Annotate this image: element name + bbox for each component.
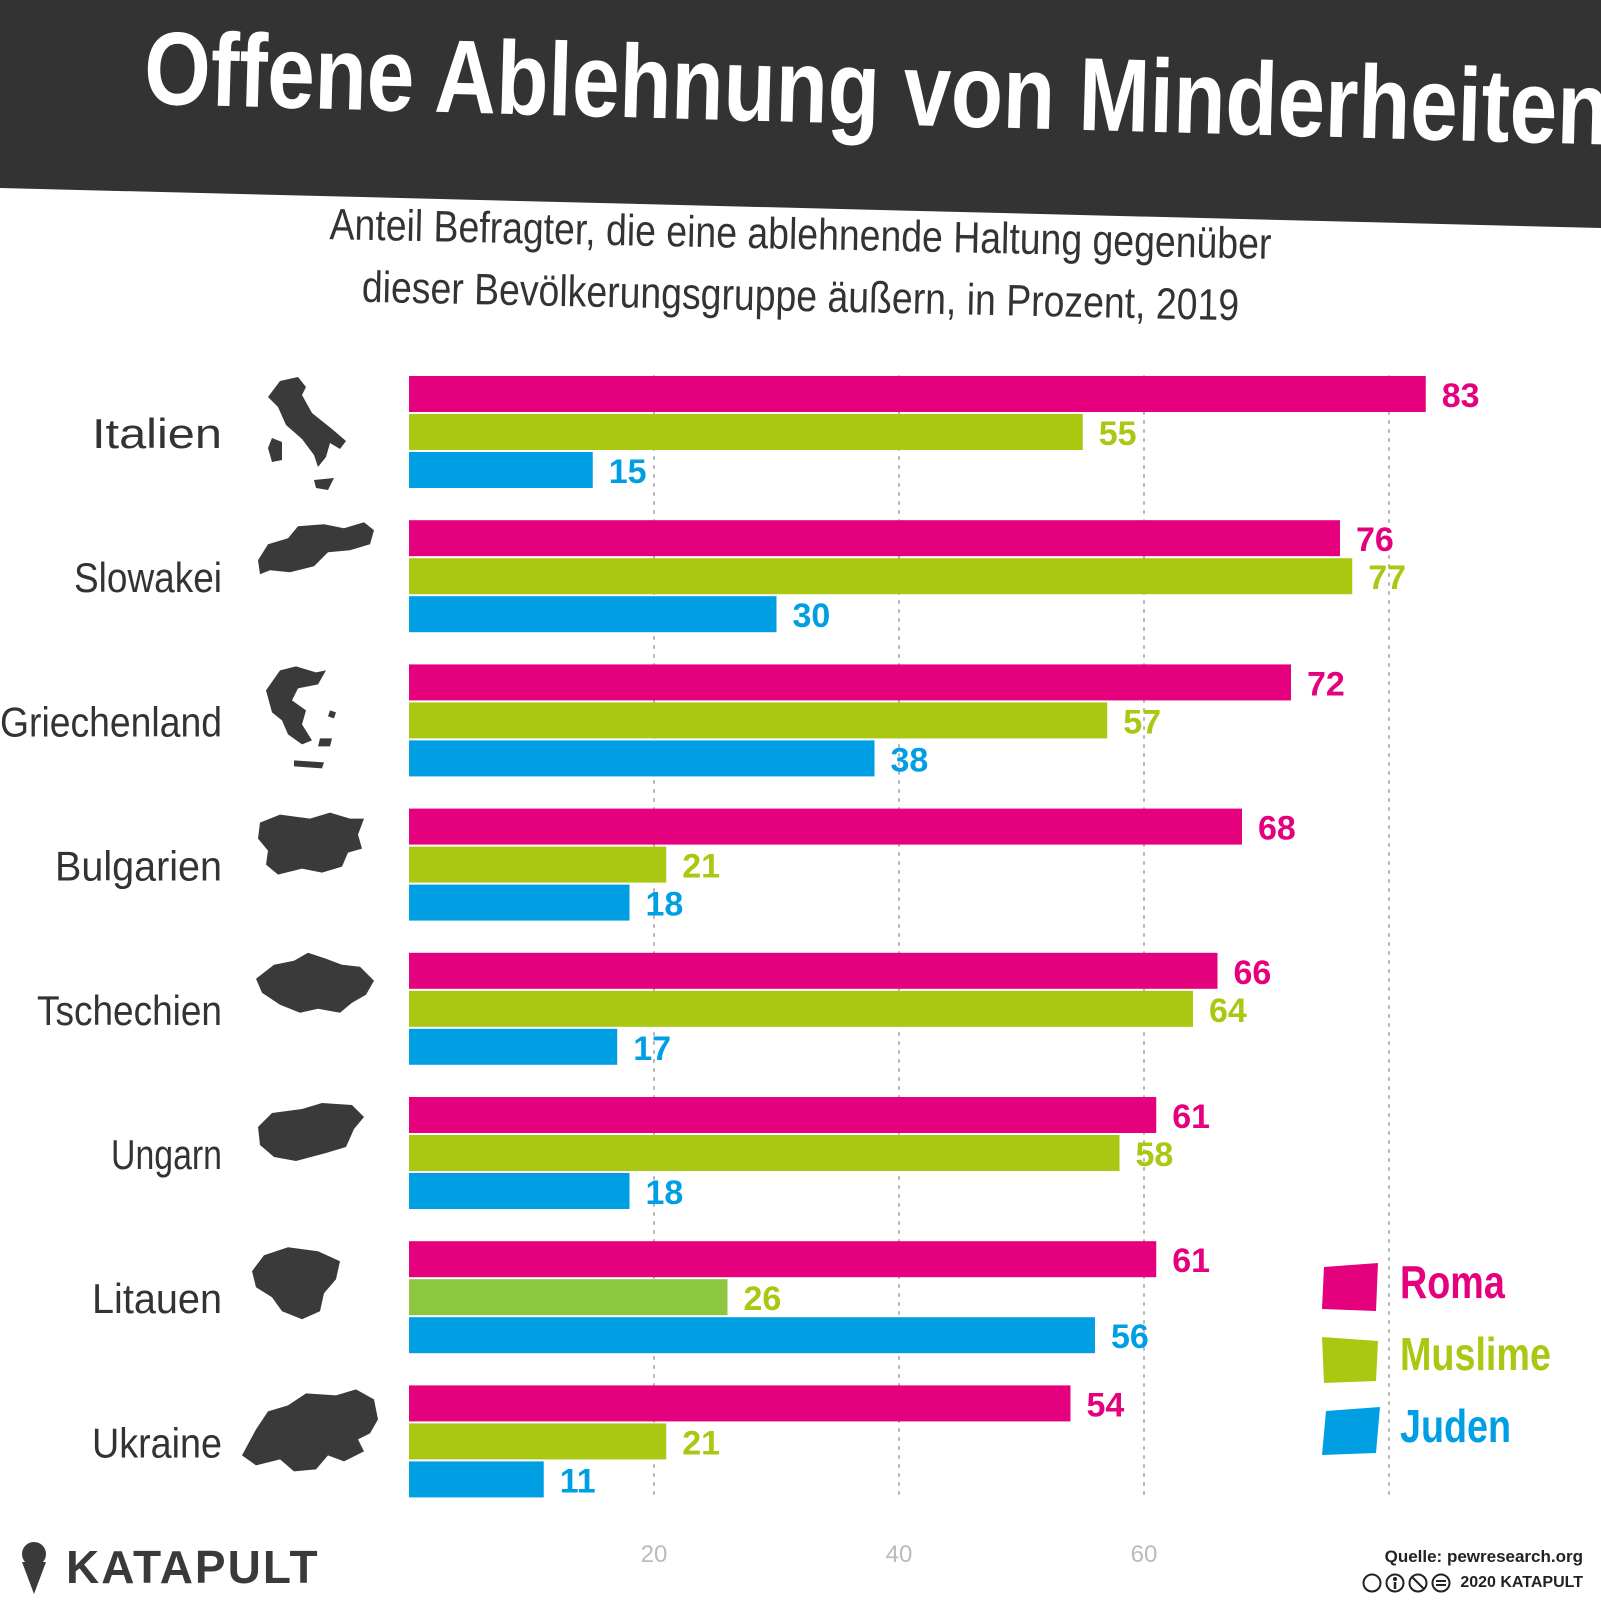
value-label-muslime-litauen: 26: [744, 1280, 782, 1318]
bar-muslime-griechenland: [409, 702, 1108, 739]
category-label-tschechien: Tschechien: [37, 987, 222, 1034]
bar-roma-ukraine: [409, 1385, 1071, 1422]
ukraine-map-icon-shape: [242, 1389, 378, 1472]
legend-swatch-muslime: [1322, 1337, 1378, 1383]
hungary-map-icon-shape: [258, 1103, 364, 1161]
bar-muslime-tschechien: [409, 990, 1193, 1027]
bar-roma-tschechien: [409, 952, 1218, 989]
copyright-line: 2020 KATAPULT: [1362, 1573, 1583, 1593]
bar-roma-italien: [409, 376, 1426, 412]
bar-muslime-slowakei: [409, 558, 1353, 595]
legend-label-juden: Juden: [1400, 1400, 1512, 1452]
category-label-ukraine: Ukraine: [92, 1419, 222, 1466]
bar-juden-griechenland: [409, 740, 875, 777]
bar-juden-litauen: [409, 1317, 1095, 1354]
legend-label-muslime: Muslime: [1400, 1328, 1551, 1380]
czechia-map-icon-shape: [256, 952, 374, 1013]
bar-muslime-ukraine: [409, 1423, 667, 1460]
bulgaria-map-icon: [258, 812, 364, 875]
bar-roma-litauen: [409, 1241, 1157, 1278]
value-label-roma-tschechien: 66: [1234, 954, 1272, 992]
bar-roma-bulgarien: [409, 808, 1242, 845]
legend-swatch-juden: [1322, 1407, 1380, 1455]
category-label-slowakei: Slowakei: [74, 554, 222, 601]
value-label-roma-slowakei: 76: [1356, 521, 1394, 559]
title-banner: [0, 0, 1601, 228]
value-label-juden-ukraine: 11: [560, 1462, 596, 1500]
bar-muslime-italien: [409, 414, 1083, 450]
value-label-muslime-bulgarien: 21: [682, 848, 720, 886]
legend-item-juden: Juden: [1310, 1399, 1600, 1459]
x-tick-label-40: 40: [886, 1541, 913, 1568]
bar-muslime-litauen: [409, 1279, 728, 1316]
category-label-griechenland: Griechenland: [0, 698, 222, 745]
value-label-roma-litauen: 61: [1172, 1242, 1210, 1280]
value-label-muslime-ukraine: 21: [682, 1424, 720, 1462]
value-label-roma-italien: 83: [1442, 377, 1480, 415]
value-label-muslime-italien: 55: [1099, 415, 1137, 453]
legend-swatch-roma: [1322, 1263, 1378, 1311]
bar-juden-tschechien: [409, 1028, 618, 1065]
value-label-roma-griechenland: 72: [1307, 665, 1345, 703]
value-label-juden-bulgarien: 18: [646, 886, 684, 924]
banner-background: [0, 0, 1601, 228]
ukraine-map-icon: [242, 1389, 378, 1472]
value-label-muslime-ungarn: 58: [1136, 1136, 1174, 1174]
legend-item-muslime: Muslime: [1310, 1327, 1600, 1387]
value-label-roma-ukraine: 54: [1087, 1386, 1125, 1424]
italy-map-icon-shape: [268, 377, 346, 490]
category-label-ungarn: Ungarn: [111, 1131, 222, 1178]
slovakia-map-icon-shape: [258, 522, 374, 575]
value-label-roma-ungarn: 61: [1172, 1098, 1210, 1136]
bar-juden-bulgarien: [409, 884, 630, 921]
lithuania-map-icon: [252, 1247, 340, 1320]
bar-roma-ungarn: [409, 1097, 1157, 1133]
category-label-italien: Italien: [92, 410, 222, 457]
bar-roma-slowakei: [409, 520, 1340, 557]
legend-label-roma: Roma: [1400, 1256, 1505, 1308]
italy-map-icon: [268, 377, 346, 490]
value-label-roma-bulgarien: 68: [1258, 810, 1296, 848]
value-label-juden-ungarn: 18: [646, 1174, 684, 1212]
value-label-juden-litauen: 56: [1111, 1318, 1149, 1356]
bar-muslime-ungarn: [409, 1135, 1120, 1171]
ice-cream-logo-icon: [22, 1542, 46, 1594]
brand-name: KATAPULT: [66, 1541, 320, 1593]
bulgaria-map-icon-shape: [258, 812, 364, 875]
value-label-muslime-tschechien: 64: [1209, 992, 1247, 1030]
legend: Roma Muslime Juden: [1310, 1255, 1600, 1485]
bar-roma-griechenland: [409, 664, 1291, 701]
category-label-bulgarien: Bulgarien: [55, 843, 222, 890]
bar-muslime-bulgarien: [409, 846, 667, 883]
value-label-juden-griechenland: 38: [891, 741, 929, 779]
legend-item-roma: Roma: [1310, 1255, 1600, 1315]
x-tick-label-20: 20: [641, 1541, 668, 1568]
copyright-text: 2020 KATAPULT: [1460, 1574, 1583, 1592]
czechia-map-icon: [256, 952, 374, 1013]
x-tick-label-60: 60: [1131, 1541, 1158, 1568]
lithuania-map-icon-shape: [252, 1247, 340, 1320]
source-credit: Quelle: pewresearch.org: [1384, 1547, 1583, 1566]
slovakia-map-icon: [258, 522, 374, 575]
bar-juden-ungarn: [409, 1173, 630, 1209]
value-label-muslime-slowakei: 77: [1368, 559, 1406, 597]
bar-juden-italien: [409, 452, 593, 488]
value-label-juden-italien: 15: [609, 453, 647, 491]
category-label-litauen: Litauen: [92, 1275, 222, 1322]
greece-map-icon: [266, 666, 336, 769]
greece-map-icon-shape: [266, 666, 336, 769]
bar-juden-slowakei: [409, 596, 777, 633]
hungary-map-icon: [258, 1103, 364, 1161]
bar-juden-ukraine: [409, 1461, 544, 1498]
value-label-juden-slowakei: 30: [793, 597, 831, 635]
value-label-muslime-griechenland: 57: [1123, 703, 1161, 741]
cc-license-icons: [1362, 1573, 1451, 1593]
value-label-juden-tschechien: 17: [633, 1030, 671, 1068]
